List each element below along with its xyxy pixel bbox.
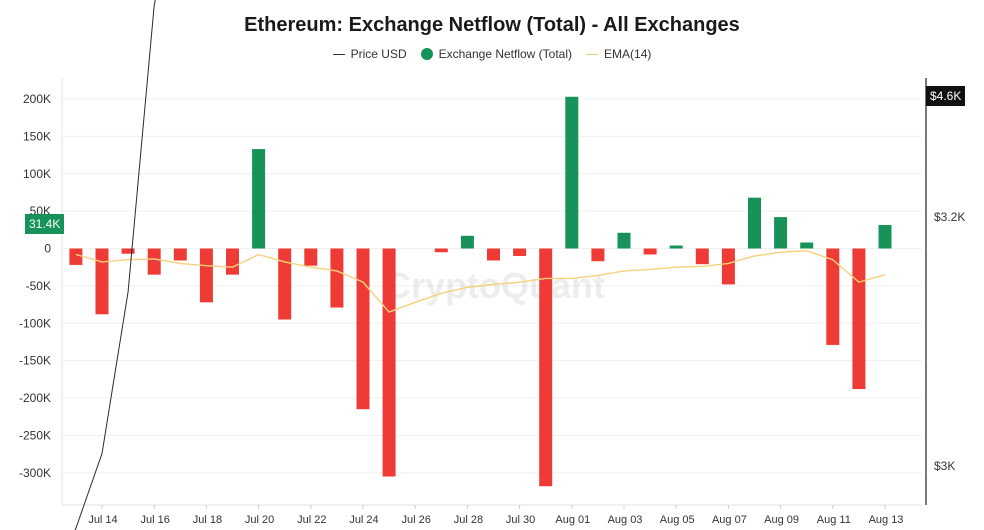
y-right-tick-label: $3K (934, 459, 955, 473)
ema-line (75, 250, 886, 313)
chart-legend: Price USD Exchange Netflow (Total) EMA(1… (0, 47, 984, 61)
legend-ema-label: EMA(14) (604, 47, 652, 61)
netflow-bar (695, 248, 709, 265)
legend-item-netflow[interactable]: Exchange Netflow (Total) (420, 47, 573, 61)
netflow-bar (434, 248, 448, 253)
legend-ema-line-icon (586, 53, 599, 55)
x-tick-label: Jul 22 (297, 514, 326, 526)
x-tick-label: Jul 18 (193, 514, 222, 526)
y-left-tick-label: 150K (23, 129, 51, 143)
netflow-bar (460, 235, 474, 249)
netflow-bar (487, 248, 500, 261)
netflow-bar (591, 248, 605, 262)
x-tick-label: Jul 16 (141, 514, 170, 526)
chart-title: Ethereum: Exchange Netflow (Total) - All… (244, 14, 740, 36)
y-left-tick-label: -150K (19, 354, 51, 368)
x-tick-label: Aug 11 (817, 514, 851, 526)
netflow-bar (382, 248, 396, 477)
netflow-bar (565, 96, 579, 249)
y-right-tick-label: $3.2K (934, 210, 965, 224)
last-netflow-badge: 31.4K (25, 214, 65, 234)
netflow-bar (304, 248, 318, 266)
x-tick-label: Jul 26 (402, 514, 431, 526)
y-left-tick-label: -200K (19, 391, 51, 405)
netflow-bar (226, 248, 239, 275)
netflow-bar (173, 248, 187, 261)
y-left-tick-label: -300K (19, 466, 51, 480)
legend-item-price[interactable]: Price USD (332, 47, 407, 61)
x-tick-label: Aug 03 (608, 514, 643, 526)
netflow-bar (617, 232, 631, 249)
x-tick-label: Jul 30 (506, 514, 535, 526)
netflow-bar (852, 248, 866, 390)
legend-price-line-icon (332, 53, 345, 55)
y-left-tick-label: 0 (44, 242, 51, 256)
x-tick-label: Aug 13 (869, 514, 904, 526)
netflow-bar (669, 245, 683, 249)
x-tick-label: Jul 20 (245, 514, 274, 526)
netflow-bar (199, 248, 213, 303)
y-left-tick-label: 100K (23, 167, 51, 181)
netflow-bar (330, 248, 344, 308)
netflow-bar (826, 248, 840, 345)
x-tick-label: Aug 05 (660, 514, 695, 526)
x-tick-label: Jul 14 (88, 514, 117, 526)
netflow-bar (878, 225, 892, 249)
netflow-bar (278, 248, 292, 320)
y-left-tick-label: -100K (19, 316, 51, 330)
x-tick-label: Aug 09 (764, 514, 799, 526)
netflow-bar (513, 248, 527, 256)
x-tick-label: Jul 24 (349, 514, 378, 526)
netflow-bar (252, 149, 266, 249)
netflow-bar (121, 248, 135, 254)
netflow-bar (800, 242, 814, 249)
x-tick-label: Aug 01 (555, 514, 590, 526)
y-left-tick-label: -50K (26, 279, 51, 293)
x-tick-label: Jul 28 (454, 514, 483, 526)
legend-item-ema[interactable]: EMA(14) (586, 47, 651, 61)
legend-netflow-dot-icon (420, 48, 433, 60)
netflow-bar (539, 248, 553, 487)
netflow-bar (721, 248, 735, 285)
netflow-bar (643, 248, 657, 255)
netflow-bar (95, 248, 109, 315)
netflow-bar (748, 197, 761, 249)
y-left-tick-label: 200K (23, 92, 51, 106)
netflow-bar (69, 248, 83, 265)
y-left-tick-label: -250K (19, 428, 51, 442)
legend-price-label: Price USD (350, 47, 407, 61)
legend-netflow-label: Exchange Netflow (Total) (438, 47, 573, 61)
last-price-badge: $4.6K (926, 86, 966, 106)
netflow-bar (147, 248, 161, 275)
x-tick-label: Aug 07 (712, 514, 747, 526)
netflow-bar (774, 217, 788, 249)
netflow-bar (356, 248, 370, 410)
watermark-text: CryptoQuant (385, 265, 605, 306)
